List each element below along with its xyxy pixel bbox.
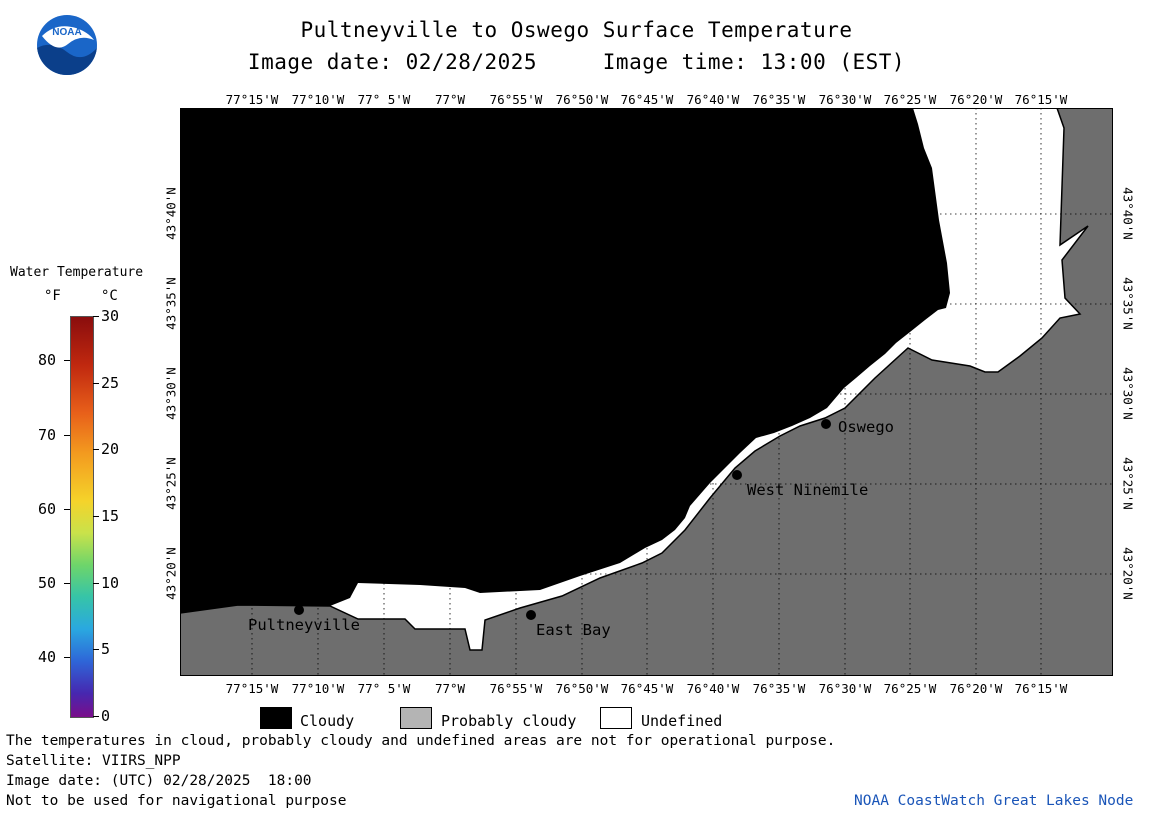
noaa-logo: NOAA — [37, 15, 97, 75]
longitude-label: 76°25'W — [883, 681, 937, 696]
latitude-label: 43°30'N — [1120, 367, 1136, 420]
colorbar-c-tick: 0 — [101, 707, 111, 725]
longitude-label: 76°25'W — [883, 92, 937, 107]
pultneyville-marker — [294, 605, 304, 615]
longitude-label: 77°W — [434, 92, 466, 107]
longitude-label: 76°50'W — [555, 681, 609, 696]
longitude-label: 76°30'W — [818, 681, 872, 696]
colorbar-c-tick: 15 — [101, 507, 120, 525]
colorbar-tick-mark — [93, 649, 99, 651]
cloudy-area — [180, 108, 950, 613]
city-label-pultneyville: Pultneyville — [248, 616, 360, 634]
map-frame — [180, 108, 1113, 676]
east-bay-marker — [526, 610, 536, 620]
lat-lon-grid — [180, 108, 1113, 676]
colorbar-tick-mark — [64, 582, 70, 584]
longitude-label: 77°10'W — [291, 92, 345, 107]
page-title: Pultneyville to Oswego Surface Temperatu… — [300, 18, 853, 42]
longitude-label: 76°40'W — [686, 92, 740, 107]
west-ninemile-marker — [732, 470, 742, 480]
surface-temperature-map — [180, 108, 1113, 676]
city-label-east-bay: East Bay — [536, 621, 611, 639]
longitude-label: 77° 5'W — [357, 681, 411, 696]
colorbar-c-tick: 25 — [101, 373, 120, 392]
land-area — [180, 108, 1113, 676]
legend-label-probably-cloudy: Probably cloudy — [441, 712, 577, 730]
footer-note: The temperatures in cloud, probably clou… — [6, 733, 836, 749]
colorbar-gradient — [70, 316, 94, 718]
colorbar-tick-mark — [93, 382, 99, 384]
longitude-label: 77°15'W — [225, 681, 279, 696]
longitude-label: 76°30'W — [818, 92, 872, 107]
colorbar-unit-f: °F — [44, 288, 61, 304]
latitude-label: 43°20'N — [1120, 547, 1136, 600]
longitude-label: 76°40'W — [686, 681, 740, 696]
legend-swatch-probably-cloudy — [400, 707, 432, 729]
legend-label-cloudy: Cloudy — [300, 712, 355, 730]
longitude-label: 76°15'W — [1014, 681, 1068, 696]
footer-utc-date: Image date: (UTC) 02/28/2025 18:00 — [6, 773, 312, 789]
latitude-label: 43°25'N — [163, 457, 179, 510]
longitude-label: 76°45'W — [620, 92, 674, 107]
legend-swatch-undefined — [600, 707, 632, 729]
longitude-label: 76°35'W — [752, 681, 806, 696]
colorbar-f-tick: 60 — [38, 499, 57, 518]
longitude-label: 77°15'W — [225, 92, 279, 107]
longitude-label: 77° 5'W — [357, 92, 411, 107]
longitude-label: 76°20'W — [949, 681, 1003, 696]
footer-satellite: Satellite: VIIRS_NPP — [6, 753, 181, 769]
city-label-oswego: Oswego — [838, 418, 894, 436]
latitude-label: 43°40'N — [163, 187, 179, 240]
legend-swatch-cloudy — [260, 707, 292, 729]
longitude-label: 76°55'W — [489, 92, 543, 107]
longitude-label: 76°35'W — [752, 92, 806, 107]
longitude-label: 76°15'W — [1014, 92, 1068, 107]
city-label-west-ninemile: West Ninemile — [747, 481, 869, 499]
oswego-marker — [821, 419, 831, 429]
latitude-label: 43°30'N — [163, 367, 179, 420]
longitude-label: 77°10'W — [291, 681, 345, 696]
colorbar-unit-c: °C — [101, 288, 118, 304]
latitude-label: 43°35'N — [1120, 277, 1136, 330]
colorbar-tick-mark — [93, 516, 99, 517]
footer-credit: NOAA CoastWatch Great Lakes Node — [854, 793, 1134, 809]
longitude-label: 76°45'W — [620, 681, 674, 696]
colorbar-title: Water Temperature — [10, 265, 144, 280]
latitude-label: 43°35'N — [163, 277, 179, 330]
colorbar-f-tick: 40 — [38, 647, 57, 666]
colorbar-tick-mark — [93, 582, 99, 584]
colorbar-tick-mark — [64, 656, 70, 658]
colorbar-tick-mark — [64, 508, 70, 510]
colorbar-c-tick: 30 — [101, 307, 120, 325]
colorbar-f-tick: 50 — [38, 573, 57, 592]
colorbar-tick-mark — [93, 716, 99, 717]
colorbar-tick-mark — [93, 449, 99, 451]
colorbar-f-tick: 80 — [38, 351, 57, 370]
colorbar-c-tick: 20 — [101, 440, 120, 459]
image-date-time: Image date: 02/28/2025 Image time: 13:00… — [247, 50, 906, 74]
latitude-label: 43°25'N — [1120, 457, 1136, 510]
noaa-logo-text: NOAA — [52, 27, 81, 38]
colorbar-f-tick: 70 — [38, 425, 57, 444]
latitude-label: 43°20'N — [163, 547, 179, 600]
latitude-label: 43°40'N — [1120, 187, 1136, 240]
colorbar-c-tick: 10 — [101, 573, 120, 592]
footer-nav-warning: Not to be used for navigational purpose — [6, 793, 347, 809]
colorbar-tick-mark — [64, 360, 70, 362]
longitude-label: 76°20'W — [949, 92, 1003, 107]
colorbar-tick-mark — [64, 434, 70, 436]
longitude-label: 76°50'W — [555, 92, 609, 107]
colorbar-c-tick: 5 — [101, 640, 111, 659]
longitude-label: 77°W — [434, 681, 466, 696]
colorbar-tick-mark — [93, 316, 99, 317]
legend-label-undefined: Undefined — [641, 712, 723, 730]
longitude-label: 76°55'W — [489, 681, 543, 696]
